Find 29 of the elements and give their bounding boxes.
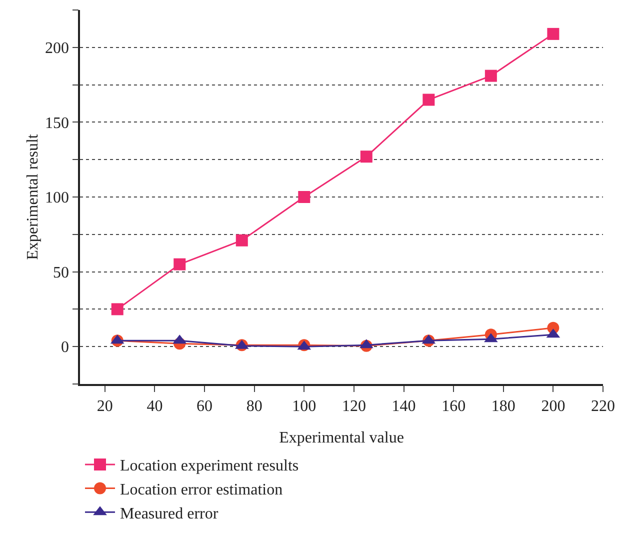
- point: [236, 234, 248, 246]
- x-axis-title: Experimental value: [279, 430, 404, 446]
- y-tick-label: 50: [53, 264, 70, 282]
- point: [484, 70, 497, 82]
- legend-label: Location experiment results: [120, 458, 299, 475]
- x-tick-label: 40: [146, 398, 163, 415]
- legend-label: Measured error: [120, 505, 219, 522]
- point: [174, 258, 186, 270]
- x-tick-label: 160: [442, 398, 466, 415]
- y-axis-title: Experimental result: [24, 134, 42, 260]
- x-tick-label: 180: [491, 398, 516, 415]
- y-tick-label: 0: [61, 339, 70, 356]
- point: [298, 191, 310, 203]
- x-tick-label: 220: [591, 398, 615, 415]
- legend-label: Location error estimation: [120, 482, 283, 499]
- x-tick-label: 80: [246, 398, 262, 415]
- point: [547, 28, 560, 40]
- y-tick-label: 100: [45, 190, 70, 207]
- x-tick-label: 100: [292, 398, 316, 415]
- x-tick-label: 200: [541, 398, 566, 415]
- point: [111, 303, 124, 316]
- x-tick-label: 140: [392, 398, 416, 415]
- x-tick-label: 20: [96, 398, 113, 415]
- point: [422, 94, 435, 106]
- point: [360, 150, 372, 163]
- y-tick-label: 150: [45, 114, 70, 132]
- x-tick-label: 60: [196, 398, 213, 415]
- y-tick-label: 200: [45, 40, 70, 57]
- x-tick-label: 120: [342, 398, 366, 415]
